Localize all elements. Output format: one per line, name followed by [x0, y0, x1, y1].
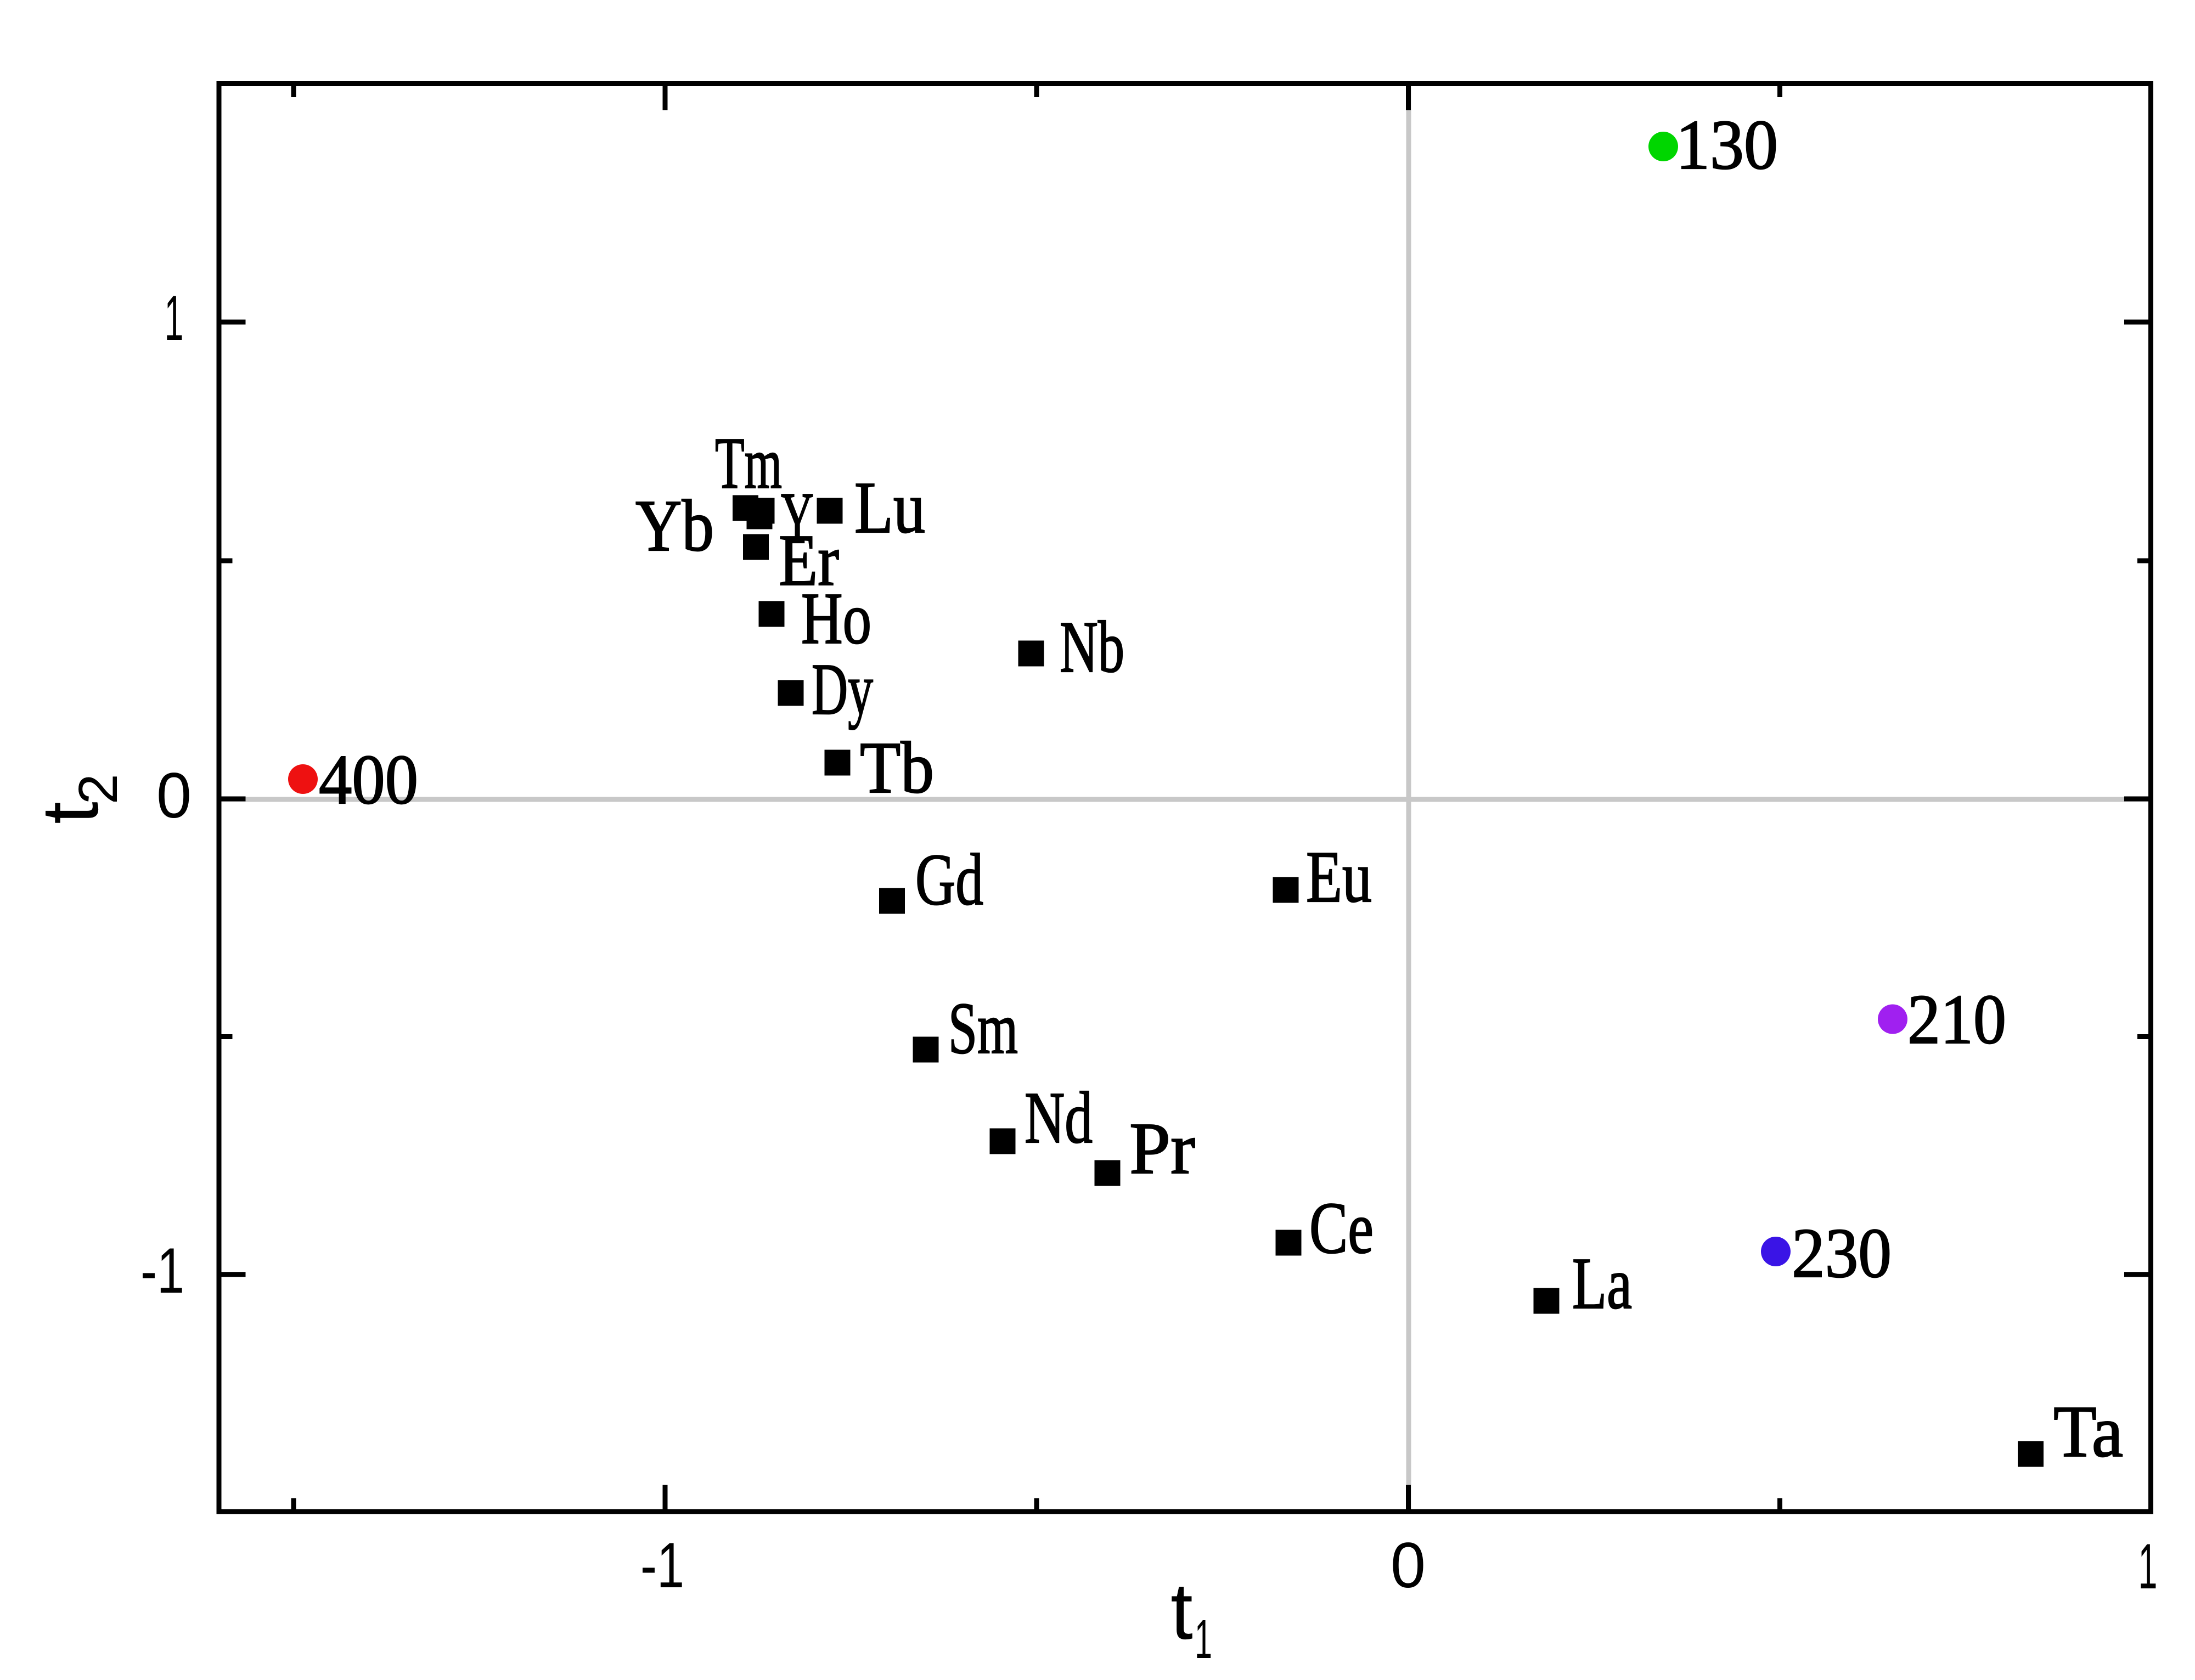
svg-text:Tm: Tm	[715, 422, 782, 504]
svg-text:Ce: Ce	[1309, 1187, 1374, 1269]
svg-text:Ta: Ta	[2053, 1391, 2123, 1472]
svg-text:Yb: Yb	[635, 485, 714, 566]
svg-text:t2: t2	[25, 774, 129, 824]
svg-text:Er: Er	[779, 520, 839, 601]
svg-text:0: 0	[1391, 1529, 1426, 1601]
svg-text:La: La	[1572, 1243, 1632, 1324]
svg-text:0: 0	[156, 759, 192, 831]
svg-text:-1: -1	[140, 1234, 184, 1306]
svg-text:1: 1	[165, 282, 184, 354]
svg-text:Eu: Eu	[1306, 836, 1372, 917]
svg-text:Dy: Dy	[812, 649, 873, 730]
svg-text:Lu: Lu	[854, 467, 925, 548]
svg-text:400: 400	[319, 740, 418, 819]
svg-text:Tb: Tb	[860, 727, 934, 808]
svg-text:210: 210	[1907, 980, 2006, 1058]
svg-text:230: 230	[1792, 1214, 1892, 1292]
svg-text:-1: -1	[640, 1529, 684, 1601]
svg-text:Gd: Gd	[915, 839, 983, 920]
svg-text:1: 1	[2138, 1530, 2158, 1602]
svg-text:130: 130	[1676, 105, 1778, 184]
svg-text:Y: Y	[781, 477, 814, 559]
svg-text:t1: t1	[1170, 1566, 1212, 1670]
svg-text:Sm: Sm	[948, 988, 1018, 1069]
svg-text:Nd: Nd	[1025, 1077, 1093, 1158]
svg-text:Nb: Nb	[1060, 606, 1124, 687]
svg-text:Ho: Ho	[801, 578, 871, 659]
svg-text:Pr: Pr	[1129, 1108, 1195, 1189]
